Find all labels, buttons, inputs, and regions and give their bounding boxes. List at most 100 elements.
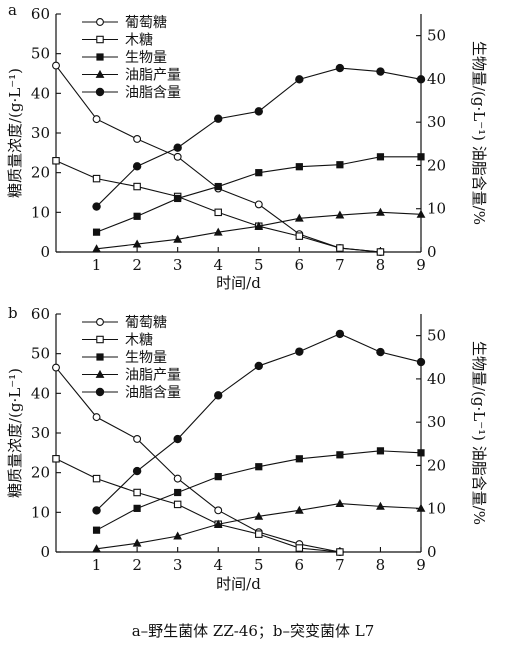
y-axis-left-label: 糖质量浓度/(g·L⁻¹)	[6, 68, 24, 198]
data-point	[214, 208, 222, 217]
legend-marker	[96, 18, 104, 26]
legend-marker	[96, 335, 104, 344]
data-point	[173, 434, 182, 444]
data-point	[173, 500, 182, 509]
legend-label: 生物量	[125, 50, 167, 66]
x-tick-label: 4	[213, 256, 223, 274]
data-point	[336, 548, 344, 556]
legend-marker	[96, 53, 104, 61]
x-tick-label: 9	[416, 556, 426, 574]
data-point	[295, 347, 304, 356]
data-point	[214, 473, 222, 481]
series-3	[92, 207, 426, 253]
series-line	[96, 503, 422, 550]
legend-marker	[95, 87, 105, 97]
y-left-tick-label: 50	[31, 345, 50, 363]
data-point	[132, 239, 142, 248]
data-point	[255, 169, 263, 177]
data-point	[133, 212, 141, 220]
y-left-tick-label: 0	[40, 543, 50, 561]
figure-caption: a–野生菌体 ZZ-46；b–突变菌体 L7	[132, 622, 375, 640]
legend-label: 油脂产量	[125, 68, 181, 84]
y-right-tick-label: 0	[427, 243, 437, 261]
series-3	[92, 499, 426, 553]
data-point	[376, 207, 385, 216]
data-point	[133, 435, 142, 443]
series-line	[55, 160, 381, 253]
data-point	[213, 519, 223, 528]
legend-marker	[96, 35, 104, 44]
y-left-tick-label: 30	[31, 424, 50, 442]
data-point	[52, 61, 60, 70]
x-tick-label: 5	[254, 256, 264, 274]
y-right-tick-label: 40	[427, 70, 446, 88]
legend-item: 木糖	[82, 333, 153, 349]
y-axis-left-label: 糖质量浓度/(g·L⁻¹)	[6, 368, 24, 498]
data-point	[417, 153, 425, 161]
legend-label: 油脂含量	[125, 385, 181, 401]
data-point	[92, 413, 101, 422]
x-tick-label: 9	[416, 256, 426, 274]
legend-marker	[96, 353, 104, 361]
y-left-tick-label: 10	[31, 203, 50, 221]
data-point	[174, 194, 182, 203]
legend-label: 油脂产量	[125, 368, 181, 384]
y-right-tick-label: 50	[427, 27, 446, 45]
data-point	[254, 511, 264, 520]
data-point	[335, 329, 345, 339]
chart-panel-a: a1 2 3 4 5 6 7 8 9010203040506001020304050时间/d糖质…	[6, 1, 488, 292]
data-point	[133, 488, 141, 497]
data-point	[255, 463, 263, 471]
data-point	[376, 248, 385, 256]
x-tick-label: 2	[132, 256, 142, 274]
data-point	[214, 506, 223, 515]
data-point	[133, 135, 142, 143]
panel-label: a	[8, 1, 17, 19]
x-tick-label: 1	[92, 556, 102, 574]
series-4	[92, 63, 426, 211]
data-point	[173, 143, 182, 152]
legend-item: 木糖	[82, 33, 153, 49]
series-line	[96, 156, 421, 233]
data-point	[173, 531, 183, 540]
series-1	[52, 157, 385, 256]
data-point	[92, 244, 101, 253]
series-line	[55, 367, 340, 553]
data-point	[254, 361, 263, 371]
data-point	[376, 153, 385, 161]
y-right-tick-label: 20	[427, 156, 446, 174]
series-line	[96, 211, 422, 250]
data-point	[213, 227, 223, 236]
y-left-tick-label: 30	[31, 124, 50, 142]
data-point	[173, 474, 182, 483]
chart-panel-b: b1 2 3 4 5 6 7 8 9010203040506001020304050时间/d糖质…	[6, 304, 488, 593]
legend-item: 生物量	[82, 50, 167, 66]
data-point	[52, 455, 60, 463]
y-left-tick-label: 0	[40, 243, 50, 261]
data-point	[416, 503, 426, 512]
data-point	[132, 162, 142, 171]
legend-item: 葡萄糖	[82, 315, 167, 331]
data-point	[376, 347, 385, 357]
y-axis-right-label: 生物量/(g·L⁻¹) 油脂含量/%	[470, 41, 488, 225]
data-point	[335, 63, 345, 73]
data-point	[92, 526, 101, 534]
legend-item: 油脂含量	[82, 385, 181, 401]
legend-label: 木糖	[125, 33, 153, 49]
y-left-tick-label: 40	[31, 84, 50, 102]
x-tick-label: 4	[213, 556, 223, 574]
x-tick-label: 6	[295, 556, 305, 574]
data-point	[376, 501, 385, 510]
y-left-tick-label: 60	[31, 5, 50, 23]
y-right-tick-label: 20	[427, 456, 446, 474]
data-point	[92, 228, 101, 236]
series-2	[92, 153, 425, 236]
data-point	[132, 538, 142, 547]
legend-label: 生物量	[125, 350, 167, 366]
legend-item: 生物量	[82, 350, 167, 366]
data-point	[416, 357, 426, 367]
x-tick-label: 1	[92, 256, 102, 274]
y-left-tick-label: 10	[31, 503, 50, 521]
y-left-tick-label: 20	[31, 164, 50, 182]
